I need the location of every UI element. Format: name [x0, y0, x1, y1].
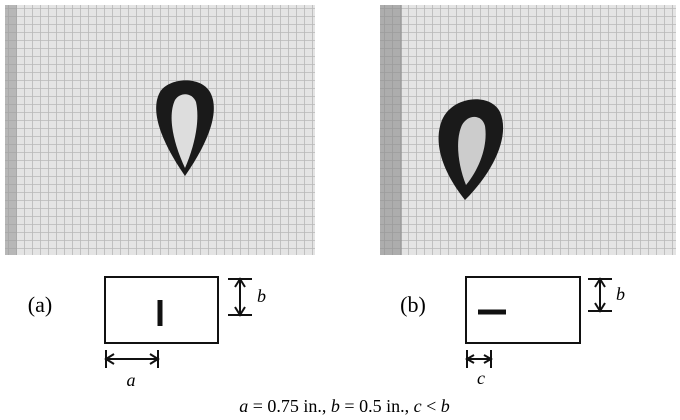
caption-part: c	[414, 396, 422, 416]
dimension-a	[106, 350, 158, 368]
dimension-label: b	[257, 286, 266, 306]
caption: a = 0.75 in., b = 0.5 in., c < b	[217, 396, 463, 416]
caption-part: a	[239, 396, 248, 416]
caption-part: = 0.5 in.,	[340, 396, 414, 416]
dimension-label: b	[616, 284, 625, 304]
caption-part: = 0.75 in.,	[248, 396, 331, 416]
dimension-label: c	[477, 368, 485, 388]
dimension-b	[588, 279, 612, 311]
caption-part: b	[331, 396, 340, 416]
dimension-b	[228, 279, 252, 315]
photo-a	[5, 5, 315, 255]
figure: (a) b a (b) b c a = 0.75 in., b = 0.5 in…	[0, 0, 680, 420]
caption-part: <	[422, 396, 441, 416]
dimension-c	[467, 350, 491, 368]
dimension-label: a	[127, 370, 136, 390]
caption-part: b	[441, 396, 450, 416]
panel-label: (b)	[400, 292, 426, 317]
panel-label: (a)	[28, 292, 52, 317]
photo-b	[380, 5, 676, 255]
